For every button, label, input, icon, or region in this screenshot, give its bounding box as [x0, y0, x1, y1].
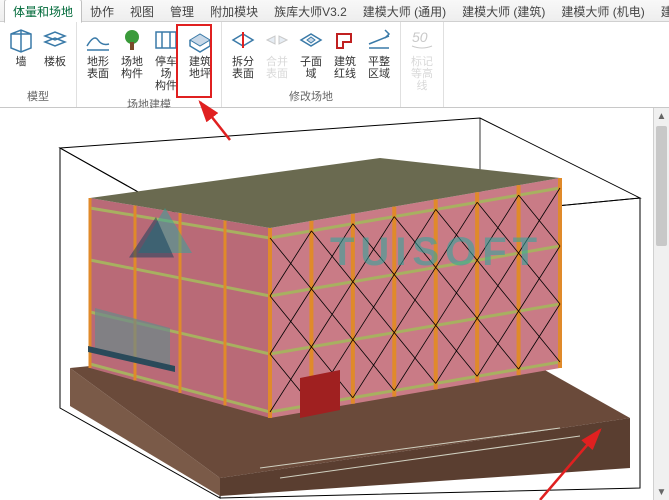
tab-族库大师V3.2[interactable]: 族库大师V3.2: [266, 0, 355, 22]
tab-体量和场地[interactable]: 体量和场地: [4, 0, 82, 23]
graded-region-label: 平整 区域: [368, 56, 390, 80]
split-icon: [229, 26, 257, 54]
group-label: 模型: [4, 86, 72, 107]
label-contours-button: 50 标记 等高线: [405, 24, 439, 102]
tab-视图[interactable]: 视图: [122, 0, 162, 22]
svg-text:50: 50: [412, 29, 428, 45]
subregion-label: 子面域: [295, 56, 327, 80]
split-surface-label: 拆分 表面: [232, 56, 254, 80]
ribbon-group-修改场地: 拆分 表面合并 表面子面域建筑 红线平整 区域修改场地: [222, 22, 401, 107]
tab-建模大师 (机电)[interactable]: 建模大师 (机电): [553, 0, 652, 22]
merge-surface-label: 合并 表面: [266, 56, 288, 80]
site-component-button[interactable]: 场地 构件: [115, 24, 149, 94]
ribbon-group-场地建模: 地形表面场地 构件停车场 构件建筑 地坪场地建模: [77, 22, 222, 107]
tab-协作[interactable]: 协作: [82, 0, 122, 22]
floor-label: 楼板: [44, 56, 66, 68]
tab-建模大师 (通用)[interactable]: 建模大师 (通用): [355, 0, 454, 22]
scroll-up-icon[interactable]: ▲: [654, 108, 669, 124]
tab-管理[interactable]: 管理: [162, 0, 202, 22]
building-pad-button[interactable]: 建筑 地坪: [183, 24, 217, 94]
contour-icon: 50: [408, 26, 436, 54]
group-label: [405, 102, 439, 107]
parking-icon: [152, 26, 180, 54]
tab-建模大师 (建筑)[interactable]: 建模大师 (建筑): [454, 0, 553, 22]
pline-icon: [331, 26, 359, 54]
topo-icon: [84, 26, 112, 54]
floor-button[interactable]: 楼板: [38, 24, 72, 86]
ribbon-tab-bar: 体量和场地协作视图管理附加模块族库大师V3.2建模大师 (通用)建模大师 (建筑…: [0, 0, 669, 22]
property-line-label: 建筑 红线: [334, 56, 356, 80]
merge-icon: [263, 26, 291, 54]
wall-label: 墙: [16, 56, 27, 68]
split-surface-button[interactable]: 拆分 表面: [226, 24, 260, 86]
vertical-scrollbar[interactable]: ▲ ▼: [653, 108, 669, 500]
sub-icon: [297, 26, 325, 54]
tab-建模大师 (施工)[interactable]: 建模大师 (施工): [653, 0, 669, 22]
wall-button[interactable]: 墙: [4, 24, 38, 86]
wall-icon: [7, 26, 35, 54]
graded-region-button[interactable]: 平整 区域: [362, 24, 396, 86]
parking-button[interactable]: 停车场 构件: [149, 24, 183, 94]
3d-scene: [0, 108, 669, 500]
ribbon-group-misc: 50 标记 等高线: [401, 22, 444, 107]
label-contours-label: 标记 等高线: [406, 56, 438, 92]
subregion-button[interactable]: 子面域: [294, 24, 328, 86]
tab-附加模块[interactable]: 附加模块: [202, 0, 266, 22]
3d-viewport[interactable]: TUISOFT: [0, 108, 669, 500]
ribbon: 墙 楼板模型地形表面场地 构件停车场 构件建筑 地坪场地建模拆分 表面合并 表面子…: [0, 22, 669, 108]
toposurface-button[interactable]: 地形表面: [81, 24, 115, 94]
parking-label: 停车场 构件: [150, 56, 182, 92]
scroll-thumb[interactable]: [656, 126, 667, 246]
building-pad-label: 建筑 地坪: [189, 56, 211, 80]
floor-icon: [41, 26, 69, 54]
scroll-down-icon[interactable]: ▼: [654, 484, 669, 500]
tree-icon: [118, 26, 146, 54]
property-line-button[interactable]: 建筑 红线: [328, 24, 362, 86]
ribbon-group-模型: 墙 楼板模型: [0, 22, 77, 107]
toposurface-label: 地形表面: [82, 56, 114, 80]
site-component-label: 场地 构件: [121, 56, 143, 80]
pad-icon: [186, 26, 214, 54]
group-label: 修改场地: [226, 86, 396, 107]
merge-surface-button: 合并 表面: [260, 24, 294, 86]
grade-icon: [365, 26, 393, 54]
